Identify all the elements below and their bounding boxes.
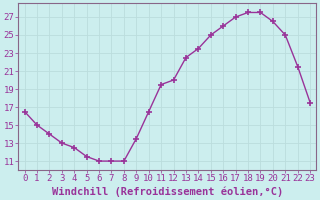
X-axis label: Windchill (Refroidissement éolien,°C): Windchill (Refroidissement éolien,°C) [52, 186, 283, 197]
